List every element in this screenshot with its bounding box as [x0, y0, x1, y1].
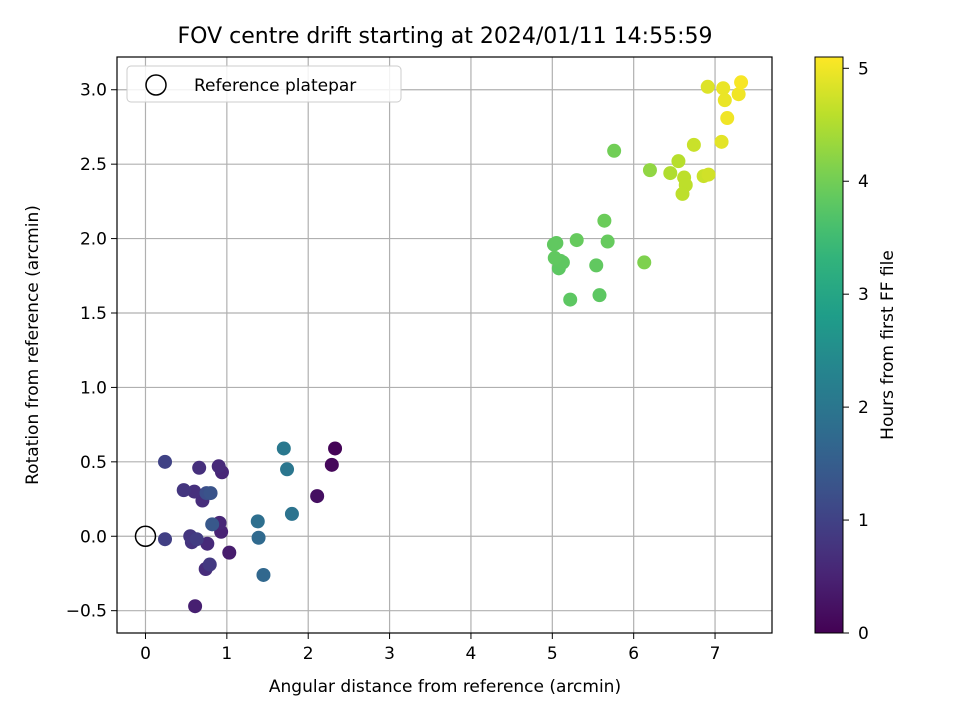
data-point — [188, 599, 203, 614]
data-point — [686, 137, 701, 152]
x-tick-label: 7 — [710, 644, 721, 664]
x-tick-label: 2 — [303, 644, 314, 664]
data-point — [158, 532, 173, 547]
x-tick-label: 4 — [466, 644, 477, 664]
data-point — [189, 532, 204, 547]
data-point — [734, 75, 749, 90]
data-point — [256, 567, 271, 582]
data-point — [717, 93, 732, 108]
y-tick-label: 0.0 — [80, 527, 107, 547]
x-tick-label: 6 — [628, 644, 639, 664]
colorbar — [814, 56, 844, 634]
data-point — [310, 489, 325, 504]
y-tick-label: 2.0 — [80, 230, 107, 250]
data-point — [700, 79, 715, 94]
data-point — [675, 186, 690, 201]
data-point — [549, 236, 564, 251]
data-point — [192, 460, 207, 475]
data-point — [671, 154, 686, 169]
data-point — [276, 441, 291, 456]
data-point — [720, 111, 735, 126]
data-point — [716, 81, 731, 96]
x-tick-label: 0 — [140, 644, 151, 664]
data-point — [328, 441, 343, 456]
x-axis-ticks: 0 1 2 3 4 5 6 7 — [140, 633, 720, 664]
grid-lines — [117, 57, 772, 633]
data-point — [222, 545, 237, 560]
data-point — [663, 166, 678, 181]
y-tick-label: 2.5 — [80, 155, 107, 175]
data-point — [158, 454, 173, 469]
data-point — [563, 292, 578, 307]
x-tick-label: 1 — [221, 644, 232, 664]
data-point — [203, 486, 218, 501]
colorbar-tick-label: 5 — [858, 59, 869, 79]
chart-title: FOV centre drift starting at 2024/01/11 … — [178, 24, 713, 49]
y-axis-label: Rotation from reference (arcmin) — [23, 205, 43, 485]
data-point — [642, 163, 657, 178]
data-point — [547, 250, 562, 265]
reference-platepar-marker — [134, 525, 157, 548]
data-point — [600, 234, 615, 249]
colorbar-label: Hours from first FF file — [878, 250, 898, 440]
x-tick-label: 5 — [547, 644, 558, 664]
data-point — [251, 530, 266, 545]
colorbar-ticks: 0 1 2 3 4 5 — [843, 59, 869, 644]
data-point — [597, 213, 612, 228]
y-tick-label: 1.5 — [80, 304, 107, 324]
colorbar-tick-label: 1 — [858, 511, 869, 531]
colorbar-tick-label: 2 — [858, 398, 869, 418]
data-point — [592, 288, 607, 303]
data-point — [607, 143, 622, 158]
legend: Reference platepar — [126, 65, 402, 103]
legend-label: Reference platepar — [194, 76, 356, 96]
data-point — [176, 483, 191, 498]
data-point — [211, 459, 226, 474]
legend-box — [126, 65, 402, 103]
x-axis-label: Angular distance from reference (arcmin) — [269, 677, 621, 697]
plot-frame — [116, 56, 773, 634]
colorbar-tick-label: 0 — [858, 624, 869, 644]
colorbar-tick-label: 4 — [858, 172, 869, 192]
data-point — [202, 557, 217, 572]
legend-marker-icon — [145, 74, 167, 96]
colorbar-tick-label: 3 — [858, 285, 869, 305]
y-axis-ticks: −0.5 0.0 0.5 1.0 1.5 2.0 2.5 3.0 — [66, 81, 117, 622]
y-tick-label: −0.5 — [66, 602, 107, 622]
data-point — [187, 484, 202, 499]
data-point — [731, 87, 746, 102]
data-point — [205, 517, 220, 532]
data-point — [637, 255, 652, 270]
data-point — [589, 258, 604, 273]
data-point — [324, 457, 339, 472]
y-tick-label: 3.0 — [80, 81, 107, 101]
y-tick-label: 1.0 — [80, 378, 107, 398]
data-point — [284, 506, 299, 521]
data-point — [569, 233, 584, 248]
data-point — [714, 134, 729, 149]
data-points — [158, 75, 749, 614]
x-tick-label: 3 — [384, 644, 395, 664]
data-point — [701, 167, 716, 182]
y-tick-label: 0.5 — [80, 453, 107, 473]
data-point — [250, 514, 265, 529]
data-point — [280, 462, 295, 477]
data-point — [200, 536, 215, 551]
